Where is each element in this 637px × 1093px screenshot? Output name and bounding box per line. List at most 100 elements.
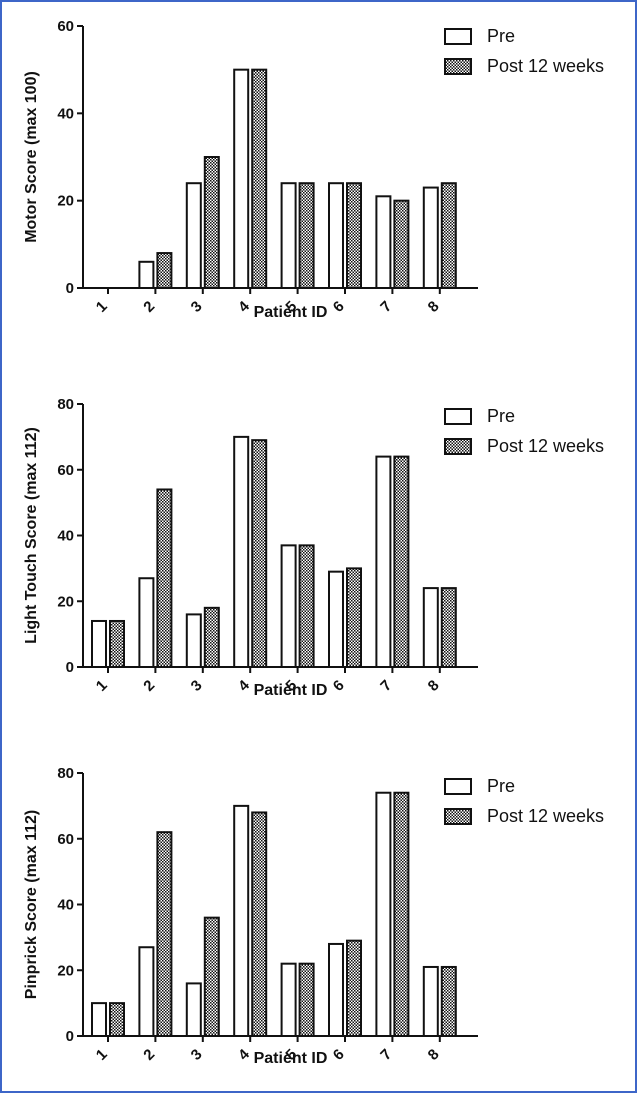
bar-post [298, 182, 315, 289]
legend-swatch-pre [444, 28, 472, 45]
x-tick-label: 7 [377, 677, 395, 695]
bar-pre [422, 587, 439, 668]
y-tick-label: 80 [57, 765, 74, 782]
x-tick-label: 7 [377, 298, 395, 316]
bar-post [393, 791, 410, 1037]
x-tick-label: 6 [330, 1046, 348, 1064]
y-tick-label: 60 [57, 18, 74, 35]
x-tick-label: 6 [330, 298, 348, 316]
x-tick-label: 4 [235, 297, 253, 315]
legend-label: Post 12 weeks [487, 56, 604, 76]
x-tick-label: 2 [140, 1046, 158, 1064]
bar-post [156, 831, 173, 1037]
x-axis-label: Patient ID [254, 682, 328, 699]
x-tick-label: 2 [140, 298, 158, 316]
y-tick-label: 40 [57, 105, 74, 122]
bar-pre [185, 982, 202, 1038]
bar-post [298, 962, 315, 1037]
bar-post [298, 544, 315, 668]
bar-post [156, 488, 173, 668]
bar-pre [185, 182, 202, 289]
y-tick-label: 80 [57, 396, 74, 413]
bar-post [251, 811, 268, 1038]
x-tick-label: 3 [188, 677, 206, 695]
y-tick-label: 0 [66, 280, 74, 297]
x-tick-label: 8 [425, 677, 443, 695]
y-tick-label: 40 [57, 897, 74, 914]
y-tick-label: 20 [57, 962, 74, 979]
bar-pre [185, 613, 202, 669]
bar-pre [91, 1002, 107, 1037]
bar-pre [233, 804, 250, 1037]
bar-post [203, 606, 220, 669]
y-tick-label: 60 [57, 831, 74, 848]
bar-pre [328, 942, 344, 1038]
bar-pre [328, 570, 344, 668]
y-tick-label: 0 [66, 659, 74, 676]
bar-pre [138, 946, 155, 1037]
legend-swatch-post [444, 808, 472, 825]
x-axis-label: Patient ID [254, 1050, 328, 1067]
bar-post [109, 619, 125, 668]
bar-pre [138, 260, 155, 289]
bar-pre [375, 791, 392, 1037]
legend-label: Pre [487, 776, 515, 796]
bar-post [251, 68, 268, 289]
y-tick-label: 60 [57, 462, 74, 479]
legend-swatch-pre [444, 778, 472, 795]
legend-swatch-post [444, 438, 472, 455]
x-axis-label: Patient ID [254, 304, 328, 321]
bar-pre [233, 435, 250, 668]
bar-post [346, 567, 362, 668]
y-tick-label: 20 [57, 593, 74, 610]
bar-post [440, 965, 457, 1038]
bar-post [393, 455, 410, 668]
bar-pre [138, 577, 155, 668]
x-tick-label: 4 [235, 676, 253, 694]
x-tick-label: 6 [330, 677, 348, 695]
legend-label: Pre [487, 406, 515, 426]
x-tick-label: 1 [93, 1046, 111, 1064]
bar-post [251, 439, 268, 668]
bar-post [203, 916, 220, 1038]
x-tick-label: 8 [425, 298, 443, 316]
y-tick-label: 20 [57, 193, 74, 210]
legend-label: Post 12 weeks [487, 436, 604, 456]
bar-post [346, 939, 362, 1037]
y-tick-label: 0 [66, 1028, 74, 1045]
bar-pre [91, 619, 107, 668]
y-axis-label: Pinprick Score (max 112) [23, 810, 40, 999]
bar-post [346, 182, 362, 289]
bar-pre [375, 195, 392, 289]
x-tick-label: 3 [188, 1046, 206, 1064]
bar-post [440, 587, 457, 668]
bar-pre [422, 186, 439, 289]
x-tick-label: 4 [235, 1045, 253, 1063]
bar-post [203, 156, 220, 289]
bar-pre [375, 455, 392, 668]
legend-label: Pre [487, 26, 515, 46]
bar-post [109, 1002, 125, 1037]
legend-label: Post 12 weeks [487, 806, 604, 826]
bar-post [440, 182, 457, 289]
x-tick-label: 3 [188, 298, 206, 316]
x-tick-label: 1 [93, 298, 111, 316]
x-tick-label: 7 [377, 1046, 395, 1064]
bar-pre [280, 962, 297, 1037]
bar-pre [280, 544, 297, 668]
x-tick-label: 1 [93, 677, 111, 695]
bar-post [393, 199, 410, 290]
y-tick-label: 40 [57, 528, 74, 545]
legend-swatch-post [444, 58, 472, 75]
bar-post [156, 252, 173, 289]
y-axis-label: Light Touch Score (max 112) [23, 427, 40, 644]
x-tick-label: 2 [140, 677, 158, 695]
bar-pre [233, 68, 250, 289]
y-axis-label: Motor Score (max 100) [23, 71, 40, 243]
x-tick-label: 8 [425, 1046, 443, 1064]
bar-pre [328, 182, 344, 289]
legend-swatch-pre [444, 408, 472, 425]
bar-pre [422, 965, 439, 1038]
